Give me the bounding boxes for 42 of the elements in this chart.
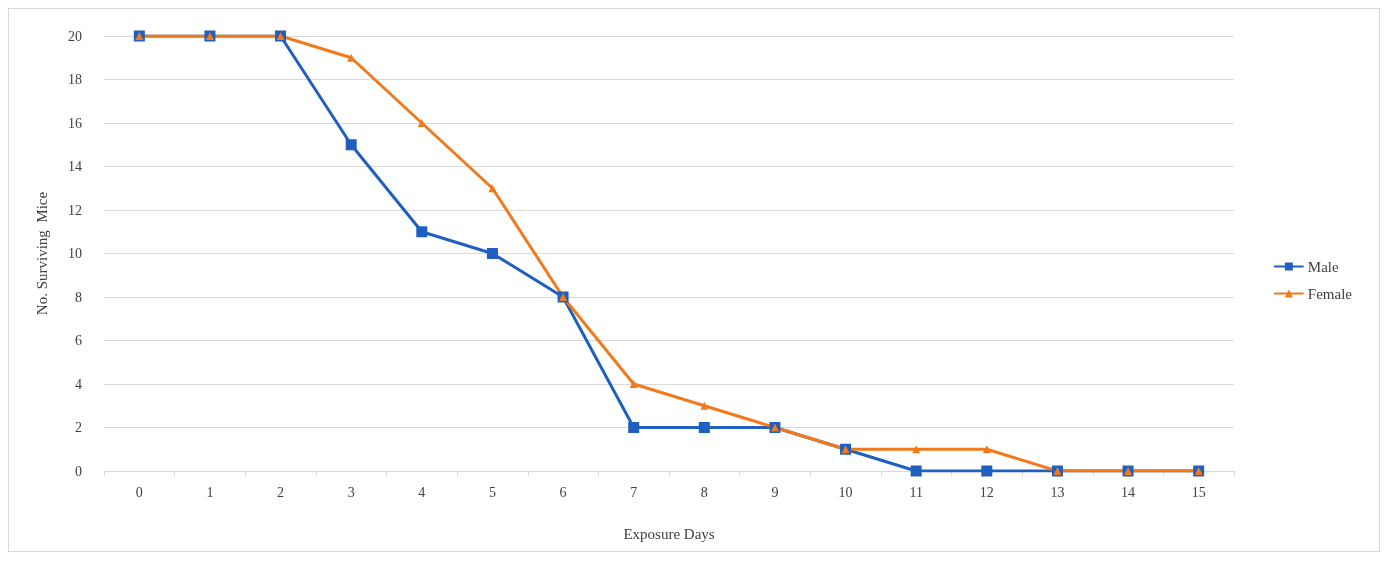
y-tick-label: 16 [68, 115, 82, 131]
y-tick-label: 2 [75, 420, 82, 435]
point [486, 248, 498, 259]
x-tick-label: 6 [559, 484, 567, 500]
y-tick-label: 0 [75, 463, 82, 479]
x-tick-label: 3 [347, 484, 355, 500]
y-tick-label: 20 [68, 28, 82, 44]
y-tick-label: 14 [68, 159, 82, 174]
x-tick-label: 4 [418, 484, 426, 500]
point [629, 380, 638, 388]
point [417, 119, 426, 127]
point [488, 184, 497, 193]
y-tick-label: 6 [75, 333, 82, 348]
y-tick-label: 8 [75, 289, 82, 305]
x-tick-label: 9 [771, 484, 779, 500]
x-tick-label: 15 [1191, 484, 1206, 500]
x-tick-label: 11 [909, 484, 923, 500]
x-tick-label: 0 [135, 484, 143, 500]
point [345, 139, 357, 151]
x-axis-title: Exposure Days [623, 525, 715, 542]
y-tick-label: 4 [75, 376, 82, 392]
x-tick-label: 14 [1121, 484, 1136, 500]
x-tick-label: 12 [979, 484, 994, 500]
x-tick-label: 7 [630, 484, 638, 500]
point [981, 465, 993, 477]
y-axis-title: No. Surviving Mice [33, 191, 50, 316]
point [700, 401, 709, 410]
point [416, 226, 428, 238]
point [628, 422, 640, 433]
y-tick-label: 12 [68, 202, 82, 218]
x-tick-label: 10 [838, 484, 853, 500]
x-tick-label: 1 [206, 484, 214, 500]
x-tick-label: 2 [277, 484, 285, 500]
x-tick-label: 13 [1050, 484, 1065, 500]
point [910, 465, 922, 477]
y-tick-label: 18 [68, 72, 82, 87]
legend-label: Female [1307, 285, 1353, 302]
y-tick-label: 10 [68, 246, 82, 261]
x-tick-label: 8 [700, 484, 708, 500]
x-tick-label: 5 [488, 484, 496, 500]
legend-label: Male [1307, 258, 1340, 275]
point [698, 422, 710, 433]
